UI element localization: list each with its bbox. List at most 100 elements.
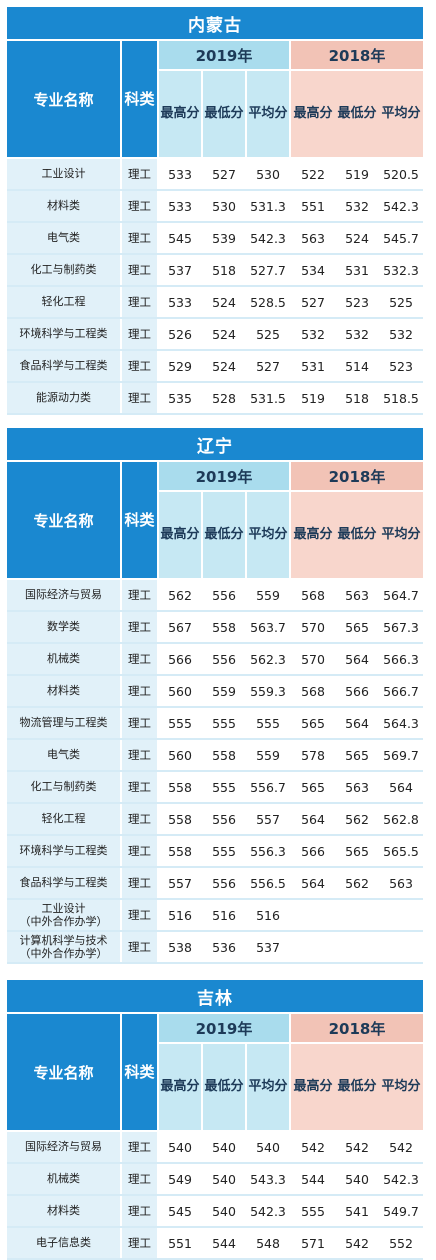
score-2019-max: 545 bbox=[159, 223, 201, 253]
score-2018-max bbox=[291, 900, 335, 930]
major-name: 计算机科学与技术 （中外合作办学） bbox=[7, 932, 120, 962]
score-2018-max: 565 bbox=[291, 772, 335, 802]
score-2018-min: 565 bbox=[335, 612, 379, 642]
table-row: 能源动力类 理工 535 519 528 518 531.5 518.5 bbox=[7, 383, 423, 415]
header-category: 科类 bbox=[122, 462, 157, 578]
score-2019-avg: 531.5 bbox=[247, 383, 289, 413]
score-2019-min: 539 bbox=[203, 223, 245, 253]
score-2018-min: 564 bbox=[335, 708, 379, 738]
score-2018-avg: 542.3 bbox=[379, 191, 423, 221]
score-2019-max: 566 bbox=[159, 644, 201, 674]
score-2019-avg: 556.5 bbox=[247, 868, 289, 898]
major-name: 工业设计 （中外合作办学） bbox=[7, 900, 120, 930]
score-2018-min: 565 bbox=[335, 740, 379, 770]
score-2018-min: 542 bbox=[335, 1132, 379, 1162]
table-row: 数学类 理工 567 570 558 565 563.7 567.3 bbox=[7, 612, 423, 644]
score-2018-max: 564 bbox=[291, 868, 335, 898]
major-name: 材料类 bbox=[7, 676, 120, 706]
score-2019-avg: 559.3 bbox=[247, 676, 289, 706]
score-table: 辽宁 专业名称科类 2019年 2018年最高分最高分最低分最低分平均分平均分国际经济… bbox=[7, 428, 423, 964]
score-2019-max: 558 bbox=[159, 836, 201, 866]
header-2018-avg: 平均分 bbox=[379, 1044, 423, 1130]
category-cell: 理工 bbox=[122, 740, 157, 770]
row-divider bbox=[7, 317, 423, 319]
score-2019-avg: 540 bbox=[247, 1132, 289, 1162]
score-2018-max: 564 bbox=[291, 804, 335, 834]
score-2018-max: 568 bbox=[291, 676, 335, 706]
row-divider bbox=[7, 898, 423, 900]
header-2018-min: 最低分 bbox=[335, 71, 379, 157]
score-2019-min: 528 bbox=[203, 383, 245, 413]
score-2019-min: 544 bbox=[203, 1228, 245, 1258]
major-name: 电气类 bbox=[7, 740, 120, 770]
table-row: 国际经济与贸易 理工 540 542 540 542 540 542 bbox=[7, 1132, 423, 1164]
category-cell: 理工 bbox=[122, 676, 157, 706]
score-2019-avg: 563.7 bbox=[247, 612, 289, 642]
score-2019-max: 558 bbox=[159, 772, 201, 802]
header-2018-min: 最低分 bbox=[335, 1044, 379, 1130]
major-name: 食品科学与工程类 bbox=[7, 351, 120, 381]
major-name: 材料类 bbox=[7, 191, 120, 221]
score-2019-max: 555 bbox=[159, 708, 201, 738]
row-divider bbox=[7, 349, 423, 351]
score-2019-min: 559 bbox=[203, 676, 245, 706]
row-divider bbox=[7, 610, 423, 612]
score-2018-max: 555 bbox=[291, 1196, 335, 1226]
score-2018-avg: 542 bbox=[379, 1132, 423, 1162]
header-year-2019: 2019年 bbox=[159, 41, 289, 69]
score-2018-avg: 525 bbox=[379, 287, 423, 317]
table-row: 材料类 理工 545 555 540 541 542.3 549.7 bbox=[7, 1196, 423, 1228]
score-2018-min: 542 bbox=[335, 1228, 379, 1258]
category-cell: 理工 bbox=[122, 900, 157, 930]
header-2019-min: 最低分 bbox=[203, 71, 245, 157]
table-row: 电气类 理工 560 578 558 565 559 569.7 bbox=[7, 740, 423, 772]
row-divider bbox=[7, 189, 423, 191]
score-2018-max: 565 bbox=[291, 708, 335, 738]
score-2019-avg: 543.3 bbox=[247, 1164, 289, 1194]
table-row: 材料类 理工 533 551 530 532 531.3 542.3 bbox=[7, 191, 423, 223]
score-2019-avg: 528.5 bbox=[247, 287, 289, 317]
header-2019-max: 最高分 bbox=[159, 492, 201, 578]
major-name: 国际经济与贸易 bbox=[7, 580, 120, 610]
category-cell: 理工 bbox=[122, 351, 157, 381]
score-2019-max: 540 bbox=[159, 1132, 201, 1162]
category-cell: 理工 bbox=[122, 383, 157, 413]
major-name: 机械类 bbox=[7, 644, 120, 674]
score-2018-min: 562 bbox=[335, 804, 379, 834]
row-divider bbox=[7, 381, 423, 383]
score-2018-avg: 518.5 bbox=[379, 383, 423, 413]
row-divider bbox=[7, 1194, 423, 1196]
category-cell: 理工 bbox=[122, 708, 157, 738]
province-title: 吉林 bbox=[7, 980, 423, 1012]
major-name: 国际经济与贸易 bbox=[7, 1132, 120, 1162]
score-2018-avg: 542.3 bbox=[379, 1164, 423, 1194]
score-2018-max: 522 bbox=[291, 159, 335, 189]
score-2018-avg: 569.7 bbox=[379, 740, 423, 770]
score-2019-min: 540 bbox=[203, 1164, 245, 1194]
row-divider bbox=[7, 253, 423, 255]
table-row: 电气类 理工 545 563 539 524 542.3 545.7 bbox=[7, 223, 423, 255]
score-2019-avg: 556.3 bbox=[247, 836, 289, 866]
score-2018-min: 564 bbox=[335, 644, 379, 674]
score-2018-max: 570 bbox=[291, 612, 335, 642]
row-divider bbox=[7, 285, 423, 287]
score-2019-max: 560 bbox=[159, 740, 201, 770]
score-2019-max: 538 bbox=[159, 932, 201, 962]
major-name: 数学类 bbox=[7, 612, 120, 642]
row-divider bbox=[7, 770, 423, 772]
score-2018-max: 571 bbox=[291, 1228, 335, 1258]
score-2019-min: 518 bbox=[203, 255, 245, 285]
score-2018-max: 568 bbox=[291, 580, 335, 610]
header-year-2018: 2018年 bbox=[291, 1014, 423, 1042]
score-2019-max: 551 bbox=[159, 1228, 201, 1258]
score-2019-min: 540 bbox=[203, 1132, 245, 1162]
score-2018-min: 563 bbox=[335, 772, 379, 802]
score-2019-min: 555 bbox=[203, 836, 245, 866]
score-2018-min: 540 bbox=[335, 1164, 379, 1194]
header-year-2019: 2019年 bbox=[159, 1014, 289, 1042]
category-cell: 理工 bbox=[122, 287, 157, 317]
score-2018-min: 562 bbox=[335, 868, 379, 898]
score-2019-max: 557 bbox=[159, 868, 201, 898]
header-2019-min: 最低分 bbox=[203, 1044, 245, 1130]
score-2019-max: 533 bbox=[159, 191, 201, 221]
